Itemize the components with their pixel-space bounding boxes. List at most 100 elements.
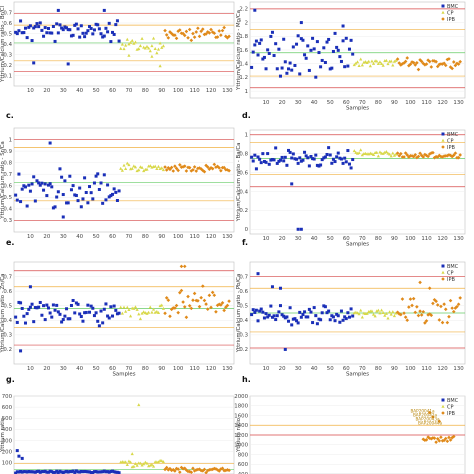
point-bmc bbox=[306, 156, 310, 160]
point-bmc bbox=[282, 159, 286, 163]
point-bmc bbox=[48, 469, 52, 473]
y-tick-label: 0.5 bbox=[239, 304, 248, 310]
point-bmc bbox=[65, 201, 69, 205]
point-ipb bbox=[402, 311, 406, 315]
point-bmc bbox=[307, 68, 311, 72]
point-cp bbox=[367, 59, 371, 63]
point-cp bbox=[360, 63, 364, 67]
point-cp bbox=[148, 463, 152, 467]
x-tick-label: 20 bbox=[43, 88, 50, 94]
point-ipb bbox=[174, 466, 179, 471]
point-bmc bbox=[107, 21, 111, 25]
point-bmc bbox=[96, 172, 100, 176]
point-ipb bbox=[423, 321, 427, 325]
point-bmc bbox=[81, 197, 85, 201]
point-bmc bbox=[88, 470, 92, 474]
point-ipb bbox=[458, 59, 462, 64]
point-bmc bbox=[71, 298, 75, 302]
point-bmc bbox=[274, 146, 278, 150]
point-bmc bbox=[86, 201, 90, 205]
y-tick-label: 100 bbox=[2, 461, 13, 467]
point-ipb bbox=[196, 467, 200, 472]
point-bmc bbox=[314, 75, 318, 79]
point-bmc bbox=[65, 26, 69, 30]
point-cp bbox=[357, 63, 361, 67]
point-bmc bbox=[256, 155, 260, 159]
legend-marker-bmc bbox=[441, 4, 445, 8]
point-bmc bbox=[51, 206, 55, 210]
point-bmc bbox=[81, 31, 85, 35]
point-ipb bbox=[448, 298, 453, 303]
point-bmc bbox=[339, 309, 343, 313]
point-ipb bbox=[416, 67, 421, 72]
point-bmc bbox=[50, 315, 54, 319]
point-cp bbox=[360, 153, 364, 157]
point-ipb bbox=[399, 63, 403, 67]
point-cp bbox=[142, 169, 146, 173]
point-bmc bbox=[94, 174, 98, 178]
x-tick-label: 10 bbox=[27, 234, 34, 240]
y-tick-label: 0.5 bbox=[3, 31, 12, 37]
point-bmc bbox=[51, 25, 55, 29]
point-ipb bbox=[214, 467, 218, 471]
point-bmc bbox=[253, 153, 257, 157]
point-bmc bbox=[69, 188, 73, 192]
y-tick-label: 1 bbox=[9, 137, 12, 143]
point-bmc bbox=[330, 66, 334, 70]
point-ipb bbox=[168, 314, 172, 319]
point-bmc bbox=[262, 316, 266, 320]
point-bmc bbox=[107, 195, 111, 199]
point-bmc bbox=[20, 470, 24, 474]
x-tick-label: 60 bbox=[343, 100, 350, 106]
point-bmc bbox=[106, 470, 110, 474]
point-bmc bbox=[333, 31, 337, 35]
point-cp bbox=[147, 310, 151, 314]
point-bmc bbox=[48, 31, 52, 35]
legend-label: IPB bbox=[447, 145, 455, 151]
point-bmc bbox=[320, 58, 324, 62]
legend-label: BMC bbox=[447, 4, 459, 10]
y-tick-label: 0.7 bbox=[3, 172, 12, 178]
point-ipb bbox=[451, 60, 456, 64]
point-bmc bbox=[63, 314, 67, 318]
point-bmc bbox=[323, 60, 327, 64]
x-tick-label: 110 bbox=[421, 236, 432, 242]
y-tick-label: 0.5 bbox=[3, 195, 12, 201]
point-bmc bbox=[42, 304, 46, 308]
point-bmc bbox=[14, 30, 18, 34]
point-bmc bbox=[73, 311, 77, 315]
point-cp bbox=[161, 460, 166, 464]
point-bmc bbox=[96, 23, 100, 27]
point-bmc bbox=[320, 158, 324, 162]
x-tick-label: 40 bbox=[311, 366, 318, 372]
point-ipb bbox=[453, 63, 458, 68]
point-bmc bbox=[262, 55, 266, 59]
y-tick-label: 1.8 bbox=[239, 34, 248, 40]
point-bmc bbox=[312, 47, 316, 51]
point-ipb bbox=[448, 153, 453, 158]
point-ipb bbox=[443, 63, 448, 68]
point-ipb bbox=[415, 61, 419, 65]
x-tick-label: 20 bbox=[43, 234, 50, 240]
point-bmc bbox=[46, 470, 50, 474]
point-ipb bbox=[416, 313, 421, 318]
chart-c: 1 1.2 1.4 1.6 1.8 2 2.2 10 20 30 40 50 60 70 80 90 100 11… bbox=[236, 1, 466, 112]
point-ipb bbox=[440, 320, 445, 325]
y-tick-label: 700 bbox=[2, 394, 13, 400]
point-bmc bbox=[84, 470, 88, 474]
point-bmc bbox=[22, 31, 26, 35]
point-bmc bbox=[83, 469, 87, 473]
point-cp bbox=[381, 63, 385, 67]
point-bmc bbox=[76, 27, 80, 31]
point-bmc bbox=[349, 38, 353, 42]
y-tick-label: 1 bbox=[245, 133, 248, 139]
point-cp bbox=[371, 61, 376, 65]
point-bmc bbox=[15, 198, 19, 202]
x-tick-label: 90 bbox=[391, 100, 398, 106]
x-tick-label: 130 bbox=[222, 366, 233, 372]
point-bmc bbox=[285, 163, 289, 167]
point-bmc bbox=[278, 304, 282, 308]
point-bmc bbox=[38, 300, 42, 304]
point-cp bbox=[368, 64, 372, 68]
y-tick-label: 600 bbox=[2, 405, 13, 411]
